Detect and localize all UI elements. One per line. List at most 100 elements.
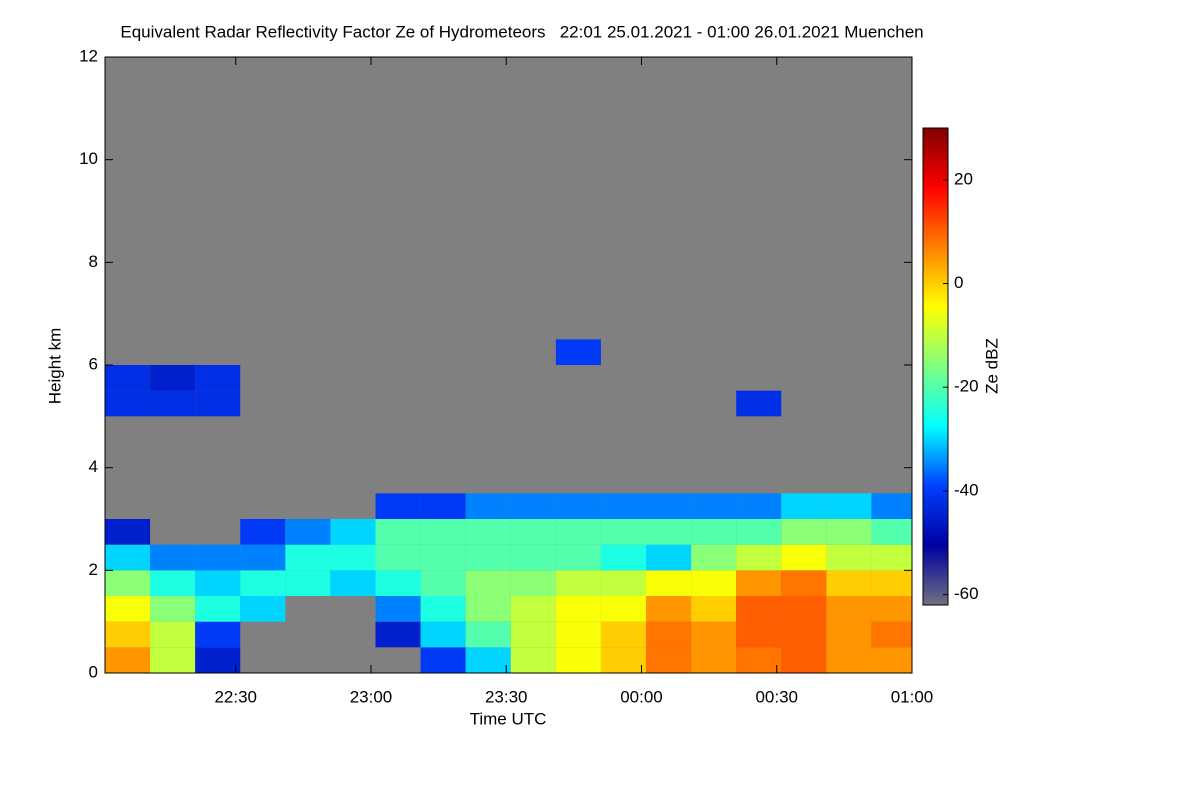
heatmap-cell bbox=[510, 493, 556, 519]
heatmap-cell bbox=[420, 493, 466, 519]
heatmap-cell bbox=[465, 570, 511, 596]
heatmap-cell bbox=[871, 544, 912, 571]
heatmap-cell bbox=[240, 596, 286, 622]
heatmap-cell bbox=[871, 519, 912, 545]
heatmap-cell bbox=[736, 519, 782, 545]
heatmap-cell bbox=[555, 493, 601, 519]
heatmap-cell bbox=[510, 570, 556, 596]
y-tick-label: 8 bbox=[89, 252, 98, 271]
heatmap-cell bbox=[600, 570, 647, 596]
heatmap-cell bbox=[871, 570, 912, 596]
heatmap-cell bbox=[781, 544, 827, 571]
heatmap-cell bbox=[465, 519, 511, 545]
heatmap-cell bbox=[195, 647, 241, 673]
colorbar-tick-label: -40 bbox=[954, 480, 979, 499]
heatmap-cell bbox=[600, 647, 647, 673]
heatmap-cell bbox=[150, 596, 196, 622]
heatmap-cell bbox=[510, 544, 556, 571]
heatmap-cell bbox=[646, 493, 692, 519]
y-tick-label: 4 bbox=[89, 457, 98, 476]
y-tick-label: 12 bbox=[79, 46, 98, 65]
heatmap-cell bbox=[600, 519, 647, 545]
heatmap-cell bbox=[240, 519, 286, 545]
heatmap-cell bbox=[330, 544, 376, 571]
heatmap-cell bbox=[105, 519, 151, 545]
heatmap-cell bbox=[826, 544, 872, 571]
colorbar-tick-label: -20 bbox=[954, 377, 979, 396]
heatmap-cell bbox=[871, 621, 912, 648]
heatmap-cell bbox=[375, 570, 421, 596]
heatmap-cell bbox=[555, 596, 601, 622]
heatmap-cell bbox=[420, 519, 466, 545]
heatmap-cell bbox=[736, 493, 782, 519]
heatmap-cell bbox=[240, 544, 286, 571]
heatmap-cell bbox=[420, 544, 466, 571]
y-tick-label: 6 bbox=[89, 354, 98, 373]
heatmap-cell bbox=[781, 570, 827, 596]
heatmap-cell bbox=[826, 647, 872, 673]
heatmap-cell bbox=[736, 647, 782, 673]
heatmap-cell bbox=[150, 647, 196, 673]
heatmap-cell bbox=[195, 596, 241, 622]
heatmap-cell bbox=[691, 621, 737, 648]
y-tick-label: 10 bbox=[79, 149, 98, 168]
heatmap-cell bbox=[150, 365, 196, 391]
heatmap-cell bbox=[826, 570, 872, 596]
heatmap-cell bbox=[826, 596, 872, 622]
y-tick-label: 0 bbox=[89, 662, 98, 681]
heatmap-cell bbox=[510, 596, 556, 622]
heatmap-cell bbox=[465, 621, 511, 648]
heatmap-cell bbox=[691, 519, 737, 545]
heatmap-cell bbox=[195, 621, 241, 648]
heatmap-cell bbox=[781, 621, 827, 648]
heatmap-cell bbox=[781, 493, 827, 519]
heatmap-cell bbox=[510, 647, 556, 673]
heatmap-cell bbox=[285, 570, 331, 596]
heatmap-cell bbox=[465, 544, 511, 571]
heatmap-cell bbox=[150, 570, 196, 596]
heatmap-cell bbox=[826, 519, 872, 545]
heatmap-cell bbox=[646, 647, 692, 673]
heatmap-cell bbox=[240, 570, 286, 596]
x-tick-label: 00:00 bbox=[620, 687, 663, 706]
heatmap-cell bbox=[105, 544, 151, 571]
colorbar-tick-label: 0 bbox=[954, 273, 963, 292]
colorbar bbox=[922, 127, 949, 606]
heatmap-cell bbox=[600, 596, 647, 622]
heatmap-cell bbox=[646, 596, 692, 622]
heatmap-cell bbox=[646, 621, 692, 648]
heatmap-cell bbox=[375, 596, 421, 622]
heatmap-cell bbox=[555, 519, 601, 545]
heatmap-cell bbox=[600, 621, 647, 648]
heatmap-cell bbox=[195, 544, 241, 571]
heatmap-cell bbox=[465, 493, 511, 519]
heatmap-cell bbox=[105, 390, 151, 417]
heatmap-cell bbox=[826, 621, 872, 648]
x-tick-label: 00:30 bbox=[755, 687, 798, 706]
heatmap-cell bbox=[420, 647, 466, 673]
heatmap-cell bbox=[871, 493, 912, 519]
heatmap-cell bbox=[420, 570, 466, 596]
heatmap-cell bbox=[195, 390, 241, 417]
heatmap-cell bbox=[510, 621, 556, 648]
heatmap-cell bbox=[781, 596, 827, 622]
y-tick-label: 2 bbox=[89, 560, 98, 579]
y-axis-label: Height km bbox=[45, 328, 64, 405]
heatmap-cell bbox=[375, 621, 421, 648]
heatmap-cell bbox=[646, 519, 692, 545]
heatmap-cell bbox=[736, 596, 782, 622]
heatmap-cell bbox=[330, 519, 376, 545]
heatmap-cell bbox=[555, 570, 601, 596]
colorbar-tick-label: 20 bbox=[954, 169, 973, 188]
heatmap-cell bbox=[285, 544, 331, 571]
heatmap-cell bbox=[871, 596, 912, 622]
heatmap-cell bbox=[330, 570, 376, 596]
colorbar-tick-label: -60 bbox=[954, 584, 979, 603]
heatmap-cell bbox=[150, 544, 196, 571]
heatmap-cell bbox=[465, 647, 511, 673]
heatmap-cell bbox=[646, 570, 692, 596]
heatmap-cell bbox=[105, 647, 151, 673]
x-tick-label: 23:30 bbox=[485, 687, 528, 706]
x-axis-label: Time UTC bbox=[470, 709, 547, 728]
heatmap-cell bbox=[736, 390, 782, 417]
